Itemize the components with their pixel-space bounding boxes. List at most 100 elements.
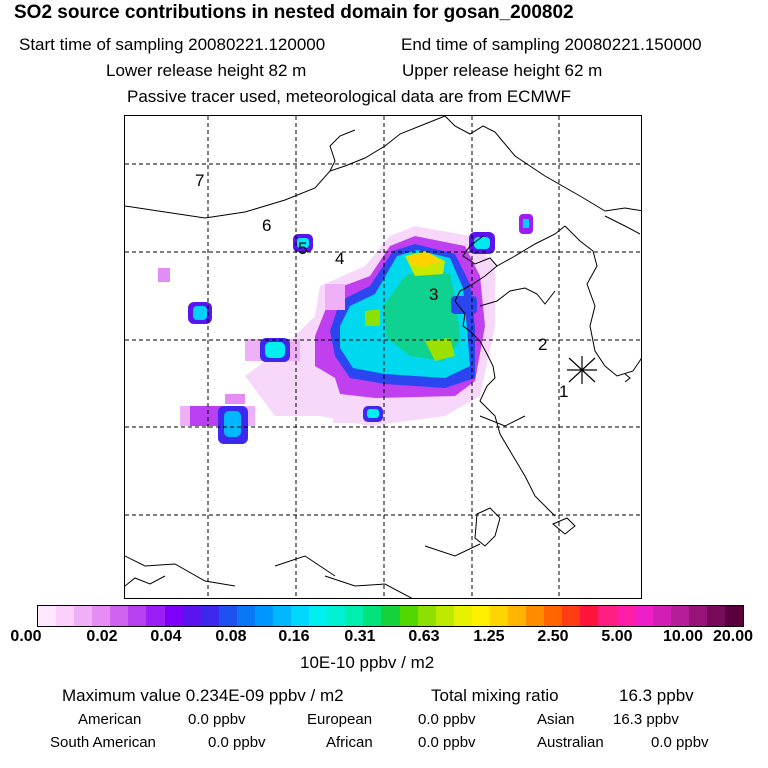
- marker-4: 4: [335, 249, 344, 268]
- colorbar-segment: [128, 606, 147, 626]
- colorbar-segment: [634, 606, 653, 626]
- colorbar-segment: [688, 606, 707, 626]
- colorbar-tick: 10.00: [662, 628, 704, 645]
- colorbar-segment: [508, 606, 527, 626]
- map-panel: 1 2 3 4 5 6 7: [124, 115, 642, 599]
- australian-value: 0.0 ppbv: [651, 734, 709, 751]
- colorbar-segment: [74, 606, 93, 626]
- end-time-label: End time of sampling 20080221.150000: [401, 35, 702, 54]
- colorbar-segment: [435, 606, 454, 626]
- plume-yellow-peak: [409, 253, 441, 267]
- max-value-label: Maximum value 0.234E-09 ppbv / m2: [62, 686, 344, 705]
- colorbar-segment: [110, 606, 129, 626]
- african-value: 0.0 ppbv: [418, 734, 476, 751]
- colorbar-segment: [273, 606, 292, 626]
- marker-5: 5: [298, 239, 307, 258]
- colorbar-tick: 0.04: [150, 628, 182, 645]
- colorbar-segment: [56, 606, 75, 626]
- upper-release-label: Upper release height 62 m: [402, 61, 603, 80]
- european-label: European: [307, 711, 373, 728]
- colorbar-segment: [417, 606, 436, 626]
- asian-value: 16.3 ppbv: [613, 711, 679, 728]
- colorbar-segment: [526, 606, 545, 626]
- colorbar-segment: [453, 606, 472, 626]
- page-title: SO2 source contributions in nested domai…: [14, 2, 574, 23]
- colorbar-segment: [616, 606, 635, 626]
- colorbar-segment: [724, 606, 744, 626]
- plume-lime-patch-2: [365, 309, 380, 326]
- european-value: 0.0 ppbv: [418, 711, 476, 728]
- colorbar-segment: [598, 606, 617, 626]
- blob-fardot: [158, 268, 170, 282]
- colorbar-segment: [38, 606, 57, 626]
- total-mixing-label: Total mixing ratio: [431, 686, 559, 705]
- colorbar-segment: [291, 606, 310, 626]
- asian-label: Asian: [537, 711, 575, 728]
- marker-6: 6: [262, 216, 271, 235]
- blob-sw-top: [225, 394, 245, 404]
- american-value: 0.0 ppbv: [188, 711, 246, 728]
- african-label: African: [326, 734, 373, 751]
- colorbar-tick: 20.00: [712, 628, 754, 645]
- colorbar-segment: [164, 606, 183, 626]
- marker-2: 2: [538, 335, 547, 354]
- map-canvas: 1 2 3 4 5 6 7: [125, 116, 641, 598]
- blob-mid-halo: [325, 284, 345, 310]
- blob-west-core: [265, 342, 285, 358]
- colorbar-segment: [218, 606, 237, 626]
- blob-farwest-core: [193, 306, 207, 320]
- blob-bohai: [451, 296, 477, 314]
- colorbar-segment: [706, 606, 725, 626]
- start-time-label: Start time of sampling 20080221.120000: [19, 35, 326, 54]
- plume-green-core: [383, 266, 460, 361]
- colorbar-unit: 10E-10 ppbv / m2: [300, 653, 435, 672]
- colorbar-segment: [254, 606, 274, 626]
- blob-se-core: [367, 409, 379, 418]
- australian-label: Australian: [537, 734, 604, 751]
- marker-7: 7: [195, 171, 204, 190]
- colorbar-segment: [652, 606, 671, 626]
- coastlines: [125, 116, 641, 598]
- plume-lime-patch: [425, 338, 455, 361]
- colorbar-tick: 0.63: [408, 628, 440, 645]
- concentration-field: [158, 214, 533, 444]
- blob-se-halo: [333, 411, 361, 423]
- colorbar-segment: [200, 606, 219, 626]
- graticule: [125, 116, 641, 598]
- total-mixing-value: 16.3 ppbv: [619, 686, 694, 705]
- colorbar-segment: [327, 606, 346, 626]
- colorbar-segment: [399, 606, 418, 626]
- colorbar-tick: 1.25: [473, 628, 505, 645]
- colorbar-segment: [309, 606, 328, 626]
- asterisk-icon: [567, 356, 597, 384]
- south-american-label: South American: [50, 734, 156, 751]
- blob-ne-far-core: [523, 219, 529, 228]
- colorbar-segment: [236, 606, 255, 626]
- blob-ne-core: [474, 237, 490, 249]
- tracer-label: Passive tracer used, meteorological data…: [127, 87, 572, 106]
- colorbar-tick: 2.50: [537, 628, 569, 645]
- colorbar-segment: [146, 606, 165, 626]
- colorbar-segment: [182, 606, 201, 626]
- colorbar-segment: [471, 606, 490, 626]
- colorbar-segment: [580, 606, 599, 626]
- colorbar-tick: 0.31: [344, 628, 376, 645]
- lower-release-label: Lower release height 82 m: [106, 61, 307, 80]
- colorbar-segment: [92, 606, 111, 626]
- colorbar-tick: 0.16: [278, 628, 310, 645]
- blob-north-core: [297, 238, 309, 248]
- colorbar-tick: 0.08: [215, 628, 247, 645]
- colorbar-tick: 5.00: [601, 628, 633, 645]
- colorbar-segment: [544, 606, 563, 626]
- colorbar: [37, 605, 744, 627]
- colorbar-segment: [381, 606, 400, 626]
- colorbar-segment: [670, 606, 689, 626]
- american-label: American: [78, 711, 142, 728]
- colorbar-tick: 0.02: [86, 628, 118, 645]
- colorbar-segment: [363, 606, 382, 626]
- colorbar-segment: [562, 606, 581, 626]
- marker-3: 3: [429, 285, 438, 304]
- colorbar-segment: [489, 606, 509, 626]
- blob-sw-core: [224, 411, 241, 437]
- marker-1: 1: [559, 382, 568, 401]
